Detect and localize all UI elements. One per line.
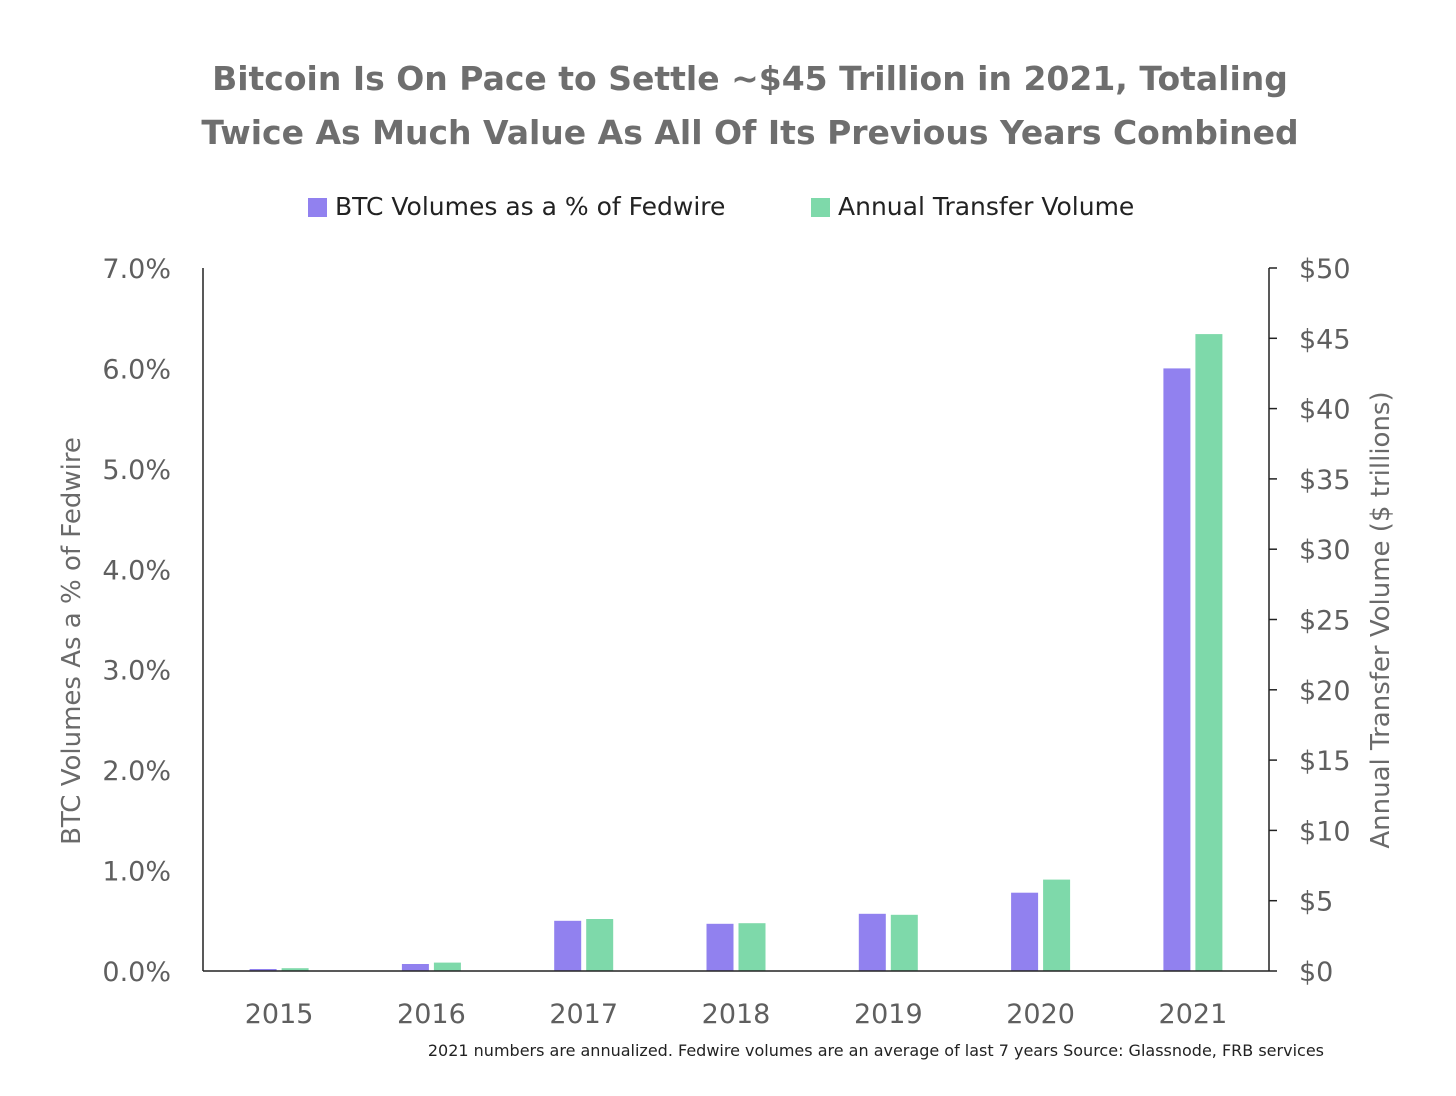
y-left-tick-label: 1.0% — [102, 857, 171, 888]
y-left-tick-label: 3.0% — [102, 656, 171, 687]
legend-label-transfer-volume: Annual Transfer Volume — [838, 192, 1134, 221]
bar-btc-percent-2021 — [1163, 368, 1191, 971]
x-tick-label: 2021 — [1159, 999, 1228, 1030]
y-left-tick-label: 2.0% — [102, 756, 171, 787]
y-left-tick-label: 6.0% — [102, 354, 171, 385]
y-left-tick-label: 0.0% — [102, 957, 171, 988]
y-left-tick-label: 4.0% — [102, 555, 171, 586]
bar-transfer-volume-2017 — [586, 919, 614, 971]
y-right-tick-label: $45 — [1299, 324, 1351, 355]
y-right-tick-label: $25 — [1299, 606, 1351, 637]
y-right-tick-label: $20 — [1299, 676, 1351, 707]
bar-btc-percent-2020 — [1011, 892, 1039, 971]
y-right-tick-label: $40 — [1299, 395, 1351, 426]
bar-btc-percent-2018 — [706, 923, 734, 971]
bar-btc-percent-2016 — [401, 964, 429, 971]
x-tick-label: 2016 — [397, 999, 466, 1030]
y-right-tick-label: $0 — [1299, 957, 1333, 988]
x-tick-label: 2015 — [245, 999, 314, 1030]
y-right-tick-label: $15 — [1299, 746, 1351, 777]
footnote: 2021 numbers are annualized. Fedwire vol… — [428, 1041, 1324, 1060]
bar-btc-percent-2019 — [858, 913, 886, 971]
x-tick-label: 2020 — [1006, 999, 1075, 1030]
bar-btc-percent-2017 — [554, 920, 582, 971]
bars-layer — [249, 334, 1223, 972]
legend-swatch-transfer-volume — [811, 198, 830, 217]
legend-label-btc-percent: BTC Volumes as a % of Fedwire — [335, 192, 725, 221]
bar-btc-percent-2015 — [249, 969, 277, 971]
chart-title-line-1: Bitcoin Is On Pace to Settle ~$45 Trilli… — [212, 59, 1288, 98]
bar-transfer-volume-2018 — [738, 923, 766, 971]
y-right-tick-label: $50 — [1299, 254, 1351, 285]
y-right-tick-label: $35 — [1299, 465, 1351, 496]
y-right-tick-label: $5 — [1299, 887, 1333, 918]
y-left-tick-label: 5.0% — [102, 455, 171, 486]
bar-transfer-volume-2020 — [1043, 879, 1071, 971]
y-left-tick-label: 7.0% — [102, 254, 171, 285]
bar-transfer-volume-2019 — [890, 914, 918, 971]
legend: BTC Volumes as a % of Fedwire Annual Tra… — [308, 192, 1134, 221]
x-tick-label: 2019 — [854, 999, 923, 1030]
bar-transfer-volume-2021 — [1195, 334, 1223, 972]
y-left-axis-title: BTC Volumes As a % of Fedwire — [57, 437, 87, 845]
bar-transfer-volume-2016 — [433, 962, 461, 971]
y-right-tick-label: $10 — [1299, 816, 1351, 847]
y-right-axis-title: Annual Transfer Volume ($ trillions) — [1366, 391, 1396, 848]
chart-title-line-2: Twice As Much Value As All Of Its Previo… — [201, 113, 1298, 152]
y-right-tick-label: $30 — [1299, 535, 1351, 566]
legend-swatch-btc-percent — [308, 198, 327, 217]
x-tick-label: 2017 — [549, 999, 618, 1030]
bar-transfer-volume-2015 — [281, 968, 309, 971]
axes-layer — [202, 267, 1277, 972]
x-tick-label: 2018 — [702, 999, 771, 1030]
ticks-layer: 2015 2016 2017 2018 2019 2020 2021 0.0% 1.0% 2.0%… — [102, 254, 1350, 1030]
